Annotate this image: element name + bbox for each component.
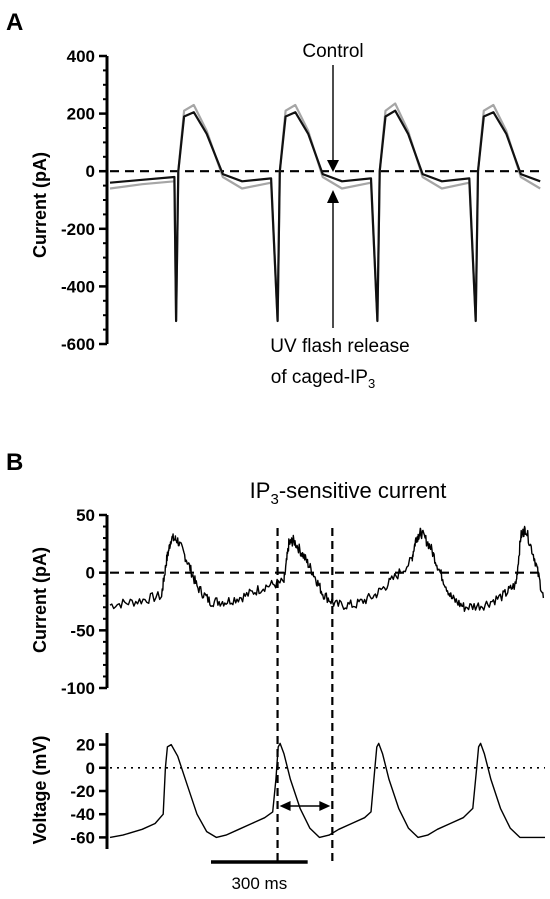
panel-a-ylabel: Current (pA) xyxy=(30,152,50,258)
series-ip3-current xyxy=(109,525,545,612)
y-tick-label: -600 xyxy=(61,335,95,354)
interval-arrow-left-head xyxy=(279,801,291,811)
panel-b-current-ylabel: Current (pA) xyxy=(30,547,50,653)
panel-b-current-series xyxy=(109,525,545,612)
y-tick-label: 20 xyxy=(76,736,95,755)
y-tick-label: 0 xyxy=(86,759,95,778)
scale-bar-label: 300 ms xyxy=(231,874,287,893)
y-tick-label: -40 xyxy=(70,805,95,824)
y-tick-label: -60 xyxy=(70,828,95,847)
panel-b-voltage-y-axis: 20 0 -20 -40 -60 xyxy=(70,733,109,849)
panel-a-series xyxy=(109,102,541,323)
panel-b-letter: B xyxy=(6,449,23,476)
panel-a-letter: A xyxy=(6,9,23,36)
interval-markers xyxy=(276,528,334,866)
panel-b-voltage-series xyxy=(109,742,545,839)
y-tick-label: 0 xyxy=(86,162,95,181)
panel-a-y-axis: 400 200 0 -200 -400 -600 xyxy=(61,47,109,354)
uv-arrow-head xyxy=(327,190,339,203)
interval-arrow-right-head xyxy=(319,801,331,811)
panel-b-voltage-ylabel: Voltage (mV) xyxy=(30,736,50,845)
panel-b-current-y-axis: 50 0 -50 -100 xyxy=(61,506,109,698)
y-tick-label: -50 xyxy=(70,621,95,640)
y-tick-label: -400 xyxy=(61,277,95,296)
y-tick-label: -200 xyxy=(61,220,95,239)
uv-label-line2: of caged-IP3 xyxy=(271,367,375,391)
series-voltage xyxy=(109,742,545,839)
control-label: Control xyxy=(302,41,363,62)
y-tick-label: 400 xyxy=(67,47,95,66)
y-tick-label: -20 xyxy=(70,782,95,801)
series-uv-flash xyxy=(109,109,541,323)
control-arrow-head xyxy=(327,160,339,172)
panel-b-title: IP3-sensitive current xyxy=(250,478,447,508)
uv-label-line1: UV flash release xyxy=(270,336,409,357)
y-tick-label: 200 xyxy=(67,105,95,124)
y-tick-label: 0 xyxy=(86,564,95,583)
y-tick-label: 50 xyxy=(76,506,95,525)
y-tick-label: -100 xyxy=(61,679,95,698)
